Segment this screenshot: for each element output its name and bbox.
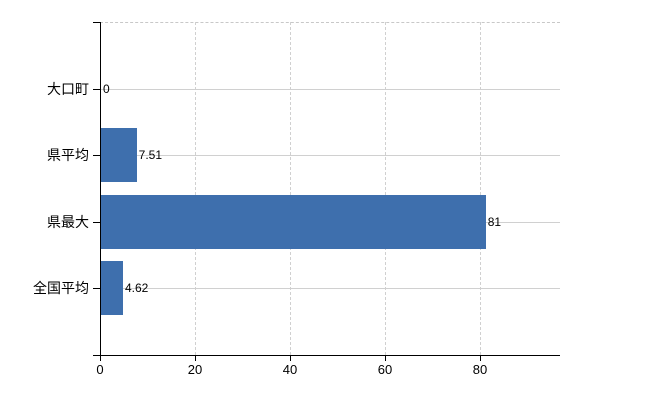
gridline-horizontal: [100, 288, 560, 290]
y-axis-tick: [93, 221, 100, 223]
y-axis-tick: [93, 88, 100, 90]
category-label: 県平均: [47, 147, 89, 164]
x-axis-tick: [480, 355, 481, 361]
plot-top-border: [100, 22, 560, 23]
x-tick-label: 80: [472, 362, 488, 377]
category-label: 大口町: [47, 80, 89, 97]
x-tick-label: 40: [282, 362, 298, 377]
x-axis-tick: [385, 355, 386, 361]
bar-value-label: 81: [487, 214, 502, 229]
bar: [101, 261, 123, 316]
gridline-vertical: [385, 22, 386, 355]
category-label: 県最大: [47, 213, 89, 230]
x-axis-tick: [195, 355, 196, 361]
x-axis-tick: [100, 355, 101, 361]
bar-value-label: 0: [103, 81, 110, 96]
bar-value-label: 4.62: [124, 281, 149, 296]
bar: [101, 194, 486, 249]
y-axis-tick: [93, 155, 100, 157]
gridline-horizontal: [100, 88, 560, 90]
bar-value-label: 7.51: [138, 148, 163, 163]
x-tick-label: 0: [96, 362, 104, 377]
gridline-vertical: [290, 22, 291, 355]
gridline-horizontal: [100, 155, 560, 157]
gridline-vertical: [480, 22, 481, 355]
x-tick-label: 60: [377, 362, 393, 377]
y-axis-tick: [93, 355, 100, 356]
category-label: 全国平均: [33, 280, 89, 297]
x-tick-label: 20: [187, 362, 203, 377]
y-axis-tick: [93, 22, 100, 23]
gridline-vertical: [195, 22, 196, 355]
bar: [101, 128, 137, 183]
x-axis-line: [100, 355, 560, 356]
x-axis-tick: [290, 355, 291, 361]
y-axis-line: [100, 22, 101, 355]
y-axis-tick: [93, 288, 100, 290]
